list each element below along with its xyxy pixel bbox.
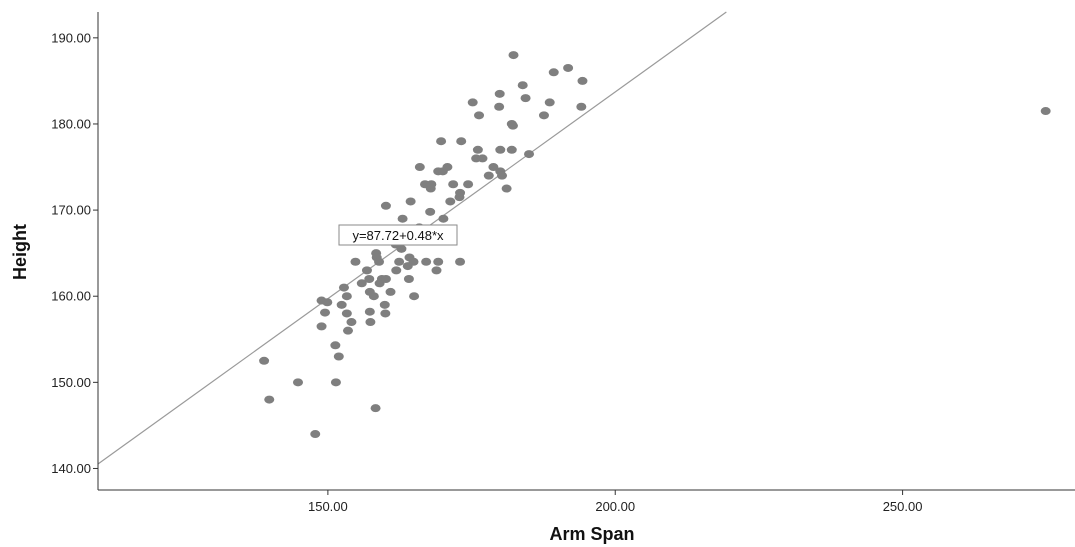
data-point [436, 137, 446, 145]
data-point [404, 275, 414, 283]
data-point [456, 137, 466, 145]
data-point [495, 146, 505, 154]
data-point [497, 172, 507, 180]
data-point [310, 430, 320, 438]
data-point [394, 258, 404, 266]
data-point [421, 258, 431, 266]
data-point [577, 77, 587, 85]
data-point [415, 163, 425, 171]
data-point [477, 154, 487, 162]
x-tick-label: 250.00 [883, 499, 923, 514]
data-point [524, 150, 534, 158]
data-point [317, 322, 327, 330]
data-point [334, 353, 344, 361]
data-point [381, 202, 391, 210]
data-point [322, 298, 332, 306]
data-point [509, 51, 519, 59]
data-point [502, 185, 512, 193]
data-point [381, 275, 391, 283]
data-point [369, 292, 379, 300]
data-point [545, 98, 555, 106]
data-point [386, 288, 396, 296]
data-point [320, 309, 330, 317]
data-point [259, 357, 269, 365]
data-point [433, 258, 443, 266]
data-point [339, 284, 349, 292]
data-point [406, 197, 416, 205]
data-point [432, 266, 442, 274]
data-point [473, 146, 483, 154]
data-point [539, 111, 549, 119]
data-point [342, 292, 352, 300]
data-point [474, 111, 484, 119]
y-tick-label: 180.00 [51, 116, 91, 131]
data-point [508, 122, 518, 130]
data-point [425, 208, 435, 216]
data-point [371, 404, 381, 412]
equation-text: y=87.72+0.48*x [352, 228, 444, 243]
data-point [448, 180, 458, 188]
y-ticks: 140.00 150.00 160.00 170.00 180.00 190.00 [51, 30, 98, 476]
data-point [398, 215, 408, 223]
data-point [563, 64, 573, 72]
data-point [350, 258, 360, 266]
x-tick-label: 200.00 [595, 499, 635, 514]
y-tick-label: 170.00 [51, 203, 91, 218]
data-point [409, 292, 419, 300]
data-point [426, 180, 436, 188]
x-axis-title: Arm Span [549, 524, 634, 544]
x-ticks: 150.00 200.00 250.00 [308, 490, 922, 514]
data-point [484, 172, 494, 180]
y-axis-title: Height [10, 224, 30, 280]
data-point [507, 146, 517, 154]
data-point [362, 266, 372, 274]
data-point [342, 309, 352, 317]
data-point [494, 103, 504, 111]
data-point [264, 396, 274, 404]
data-point [549, 68, 559, 76]
data-point [364, 275, 374, 283]
data-point [463, 180, 473, 188]
data-point [1041, 107, 1051, 115]
data-point [409, 258, 419, 266]
data-point [442, 163, 452, 171]
data-point [518, 81, 528, 89]
data-point [343, 327, 353, 335]
data-point [330, 341, 340, 349]
x-tick-label: 150.00 [308, 499, 348, 514]
y-tick-label: 150.00 [51, 375, 91, 390]
data-point [445, 197, 455, 205]
data-point [455, 189, 465, 197]
data-point [346, 318, 356, 326]
data-point [391, 266, 401, 274]
data-point [495, 90, 505, 98]
data-point [576, 103, 586, 111]
data-point [365, 308, 375, 316]
y-tick-label: 140.00 [51, 461, 91, 476]
data-point [337, 301, 347, 309]
data-point [521, 94, 531, 102]
data-point [293, 378, 303, 386]
data-point [365, 318, 375, 326]
equation-label: y=87.72+0.48*x [339, 225, 457, 245]
data-point [380, 309, 390, 317]
y-tick-label: 160.00 [51, 289, 91, 304]
data-point [331, 378, 341, 386]
data-point [438, 215, 448, 223]
data-point [455, 258, 465, 266]
y-tick-label: 190.00 [51, 30, 91, 45]
data-point [468, 98, 478, 106]
data-point [396, 245, 406, 253]
data-point [380, 301, 390, 309]
data-point [374, 258, 384, 266]
